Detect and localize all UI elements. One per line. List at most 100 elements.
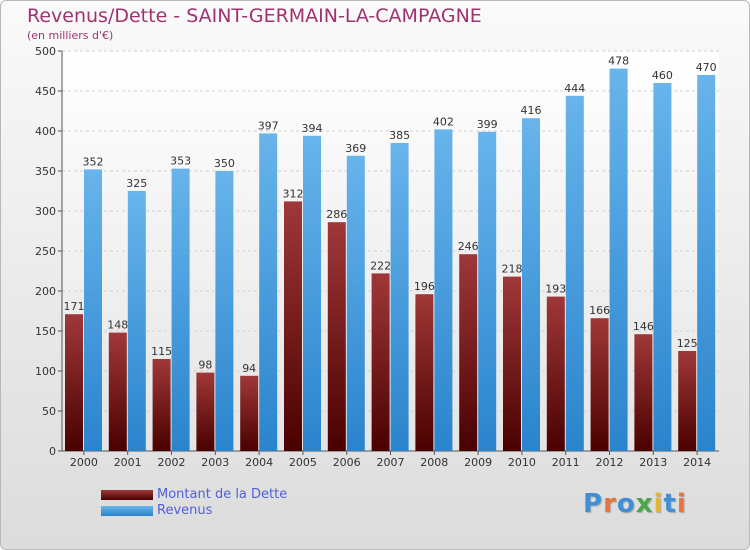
bar-debt-2001 bbox=[108, 332, 127, 451]
data-label-debt-2012: 166 bbox=[589, 304, 610, 317]
data-label-debt-2000: 171 bbox=[64, 300, 85, 313]
data-label-debt-2005: 312 bbox=[283, 187, 304, 200]
bar-debt-2007 bbox=[371, 273, 390, 451]
bar-revenue-2011 bbox=[565, 95, 584, 452]
data-label-revenue-2000: 352 bbox=[83, 155, 104, 168]
bar-debt-2006 bbox=[327, 222, 346, 451]
x-tick-label: 2006 bbox=[333, 456, 361, 469]
bar-debt-2005 bbox=[284, 201, 302, 451]
x-tick-label: 2010 bbox=[508, 456, 536, 469]
bar-debt-2003 bbox=[196, 372, 215, 451]
logo-letter: o bbox=[616, 489, 636, 519]
bar-debt-2004 bbox=[240, 375, 259, 451]
x-tick-label: 2008 bbox=[420, 456, 448, 469]
bar-debt-2011 bbox=[546, 296, 565, 451]
data-label-debt-2008: 196 bbox=[414, 280, 435, 293]
data-label-debt-2013: 146 bbox=[633, 320, 654, 333]
bar-debt-2008 bbox=[415, 294, 434, 451]
y-tick-label: 50 bbox=[42, 405, 56, 418]
x-tick-label: 2002 bbox=[158, 456, 186, 469]
data-label-revenue-2006: 369 bbox=[345, 142, 366, 155]
bar-revenue-2009 bbox=[478, 131, 497, 452]
y-tick-label: 400 bbox=[35, 125, 56, 138]
data-label-debt-2011: 193 bbox=[545, 283, 566, 296]
data-label-debt-2002: 115 bbox=[151, 345, 172, 358]
data-label-revenue-2003: 350 bbox=[214, 157, 235, 170]
y-tick-label: 300 bbox=[35, 205, 56, 218]
x-tick-label: 2009 bbox=[464, 456, 492, 469]
x-tick-label: 2012 bbox=[596, 456, 624, 469]
bar-revenue-2000 bbox=[84, 169, 102, 451]
y-tick-label: 350 bbox=[35, 165, 56, 178]
bar-revenue-2005 bbox=[303, 135, 321, 452]
legend-swatch-revenue bbox=[101, 506, 153, 516]
bar-debt-2012 bbox=[590, 318, 609, 451]
x-tick-label: 2001 bbox=[114, 456, 142, 469]
y-tick-label: 200 bbox=[35, 285, 56, 298]
data-label-debt-2009: 246 bbox=[458, 240, 479, 253]
bar-revenue-2002 bbox=[171, 168, 190, 451]
y-tick-label: 450 bbox=[35, 85, 56, 98]
data-label-revenue-2002: 353 bbox=[170, 155, 191, 168]
y-tick-label: 0 bbox=[49, 445, 56, 458]
bar-revenue-2008 bbox=[434, 129, 453, 451]
x-tick-label: 2013 bbox=[639, 456, 667, 469]
legend-label-revenue: Revenus bbox=[157, 503, 213, 518]
bar-debt-2013 bbox=[634, 334, 653, 451]
data-label-debt-2006: 286 bbox=[326, 208, 347, 221]
data-label-debt-2010: 218 bbox=[502, 263, 523, 276]
logo-letter: r bbox=[603, 489, 617, 519]
proxiti-logo: Proxiti bbox=[583, 489, 687, 519]
chart-subtitle: (en milliers d'€) bbox=[27, 29, 114, 42]
data-label-revenue-2014: 470 bbox=[696, 61, 717, 74]
logo-letter: t bbox=[663, 489, 677, 519]
bar-revenue-2014 bbox=[697, 75, 716, 451]
bar-revenue-2004 bbox=[259, 133, 278, 451]
y-tick-label: 500 bbox=[35, 45, 56, 58]
legend-label-debt: Montant de la Dette bbox=[157, 487, 288, 502]
data-label-debt-2001: 148 bbox=[107, 319, 128, 332]
y-tick-label: 100 bbox=[35, 365, 56, 378]
data-label-revenue-2011: 444 bbox=[564, 82, 585, 95]
data-label-revenue-2010: 416 bbox=[521, 104, 542, 117]
x-tick-label: 2003 bbox=[201, 456, 229, 469]
chart-title: Revenus/Dette - SAINT-GERMAIN-LA-CAMPAGN… bbox=[27, 5, 482, 27]
x-tick-label: 2014 bbox=[683, 456, 711, 469]
x-tick-label: 2004 bbox=[245, 456, 273, 469]
legend-swatch-debt bbox=[101, 490, 153, 500]
bar-revenue-2003 bbox=[215, 171, 234, 451]
bar-debt-2009 bbox=[459, 254, 478, 451]
bar-revenue-2013 bbox=[653, 83, 672, 451]
y-tick-label: 150 bbox=[35, 325, 56, 338]
bar-debt-2014 bbox=[678, 351, 697, 451]
data-label-debt-2014: 125 bbox=[677, 337, 698, 350]
bar-revenue-2001 bbox=[127, 191, 146, 451]
bar-revenue-2006 bbox=[346, 155, 365, 452]
data-label-revenue-2009: 399 bbox=[477, 118, 498, 131]
x-tick-label: 2007 bbox=[377, 456, 405, 469]
bar-revenue-2012 bbox=[609, 68, 628, 451]
bar-revenue-2007 bbox=[390, 143, 409, 451]
y-tick-label: 250 bbox=[35, 245, 56, 258]
data-label-debt-2003: 98 bbox=[198, 359, 212, 372]
data-label-debt-2007: 222 bbox=[370, 259, 391, 272]
bar-debt-2002 bbox=[152, 359, 171, 451]
data-label-revenue-2001: 325 bbox=[126, 177, 147, 190]
data-label-revenue-2007: 385 bbox=[389, 129, 410, 142]
data-label-revenue-2004: 397 bbox=[258, 119, 279, 132]
data-label-revenue-2012: 478 bbox=[608, 55, 629, 68]
x-tick-label: 2011 bbox=[552, 456, 580, 469]
logo-letter: x bbox=[635, 489, 654, 519]
data-label-revenue-2013: 460 bbox=[652, 69, 673, 82]
logo-letter: i bbox=[676, 489, 687, 519]
bar-debt-2000 bbox=[65, 314, 83, 451]
x-tick-label: 2000 bbox=[70, 456, 98, 469]
x-tick-label: 2005 bbox=[289, 456, 317, 469]
bar-revenue-2010 bbox=[522, 118, 540, 451]
logo-letter: i bbox=[653, 489, 664, 519]
bar-debt-2010 bbox=[503, 276, 521, 451]
logo-letter: P bbox=[583, 489, 604, 519]
data-label-revenue-2005: 394 bbox=[302, 122, 323, 135]
